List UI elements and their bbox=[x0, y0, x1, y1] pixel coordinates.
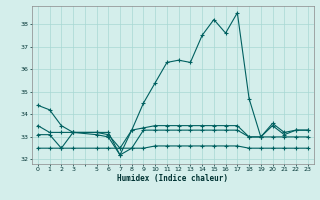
X-axis label: Humidex (Indice chaleur): Humidex (Indice chaleur) bbox=[117, 174, 228, 183]
